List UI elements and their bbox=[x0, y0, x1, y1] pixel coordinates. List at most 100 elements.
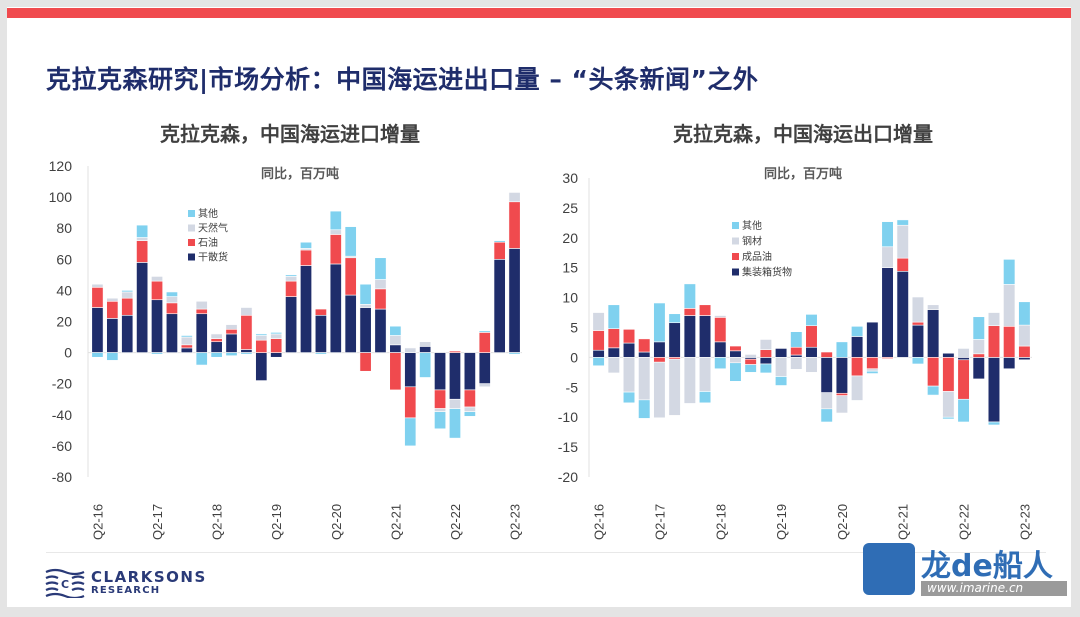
bar-segment bbox=[1003, 259, 1016, 285]
bar-segment bbox=[151, 280, 163, 301]
bar-segment bbox=[775, 357, 788, 377]
bar-segment bbox=[255, 333, 268, 336]
slide-background bbox=[7, 7, 1071, 607]
bar-segment bbox=[972, 353, 985, 358]
bar-segment bbox=[1003, 284, 1016, 327]
bar-segment bbox=[638, 351, 651, 358]
bar-segment bbox=[463, 406, 476, 412]
legend-swatch bbox=[732, 253, 739, 260]
bar-segment bbox=[622, 391, 636, 404]
bar-segment bbox=[434, 352, 447, 391]
bar-segment bbox=[314, 352, 327, 355]
bar-segment bbox=[607, 347, 620, 358]
bar-segment bbox=[195, 308, 208, 315]
bar-segment bbox=[653, 361, 666, 419]
watermark-brand: 龙de船人 bbox=[921, 549, 1053, 584]
y-tick-label: 60 bbox=[56, 251, 72, 267]
bar-segment bbox=[714, 315, 727, 318]
bar-segment bbox=[820, 357, 833, 393]
bar-segment bbox=[434, 411, 447, 430]
bar-segment bbox=[759, 363, 772, 374]
bar-segment bbox=[210, 352, 223, 358]
bar-segment bbox=[729, 357, 742, 364]
bar-segment bbox=[729, 350, 742, 358]
legend-label: 干散货 bbox=[198, 251, 228, 264]
bar-segment bbox=[478, 330, 491, 333]
bar-segment bbox=[1018, 301, 1031, 326]
bar-segment bbox=[195, 352, 208, 366]
bar-segment bbox=[434, 389, 447, 409]
bar-segment bbox=[759, 357, 772, 365]
bar-segment bbox=[121, 314, 134, 353]
bar-segment bbox=[165, 291, 178, 297]
y-tick-label: 30 bbox=[562, 170, 578, 186]
bar-segment bbox=[987, 357, 1001, 423]
bar-segment bbox=[329, 234, 342, 265]
logo-subtext: RESEARCH bbox=[91, 585, 161, 596]
x-tick-label: Q2-22 bbox=[957, 504, 972, 540]
bar-segment bbox=[195, 300, 208, 310]
bar-segment bbox=[790, 354, 803, 358]
bar-segment bbox=[668, 358, 681, 416]
bar-segment bbox=[1018, 324, 1031, 347]
bar-segment bbox=[344, 294, 357, 353]
bar-segment bbox=[151, 352, 163, 355]
bar-segment bbox=[136, 240, 149, 263]
bar-segment bbox=[240, 352, 253, 355]
legend-swatch bbox=[732, 237, 739, 245]
bar-segment bbox=[911, 324, 925, 358]
bar-segment bbox=[927, 309, 940, 358]
bar-segment bbox=[508, 192, 521, 203]
bar-segment bbox=[835, 395, 848, 414]
y-tick-label: -10 bbox=[558, 409, 578, 425]
bar-segment bbox=[638, 399, 651, 419]
bar-segment bbox=[419, 341, 432, 347]
x-tick-label: Q2-16 bbox=[90, 504, 105, 540]
bar-segment bbox=[805, 314, 818, 327]
y-tick-label: -15 bbox=[558, 439, 578, 455]
y-tick-label: 0 bbox=[570, 349, 578, 365]
x-tick-label: Q2-18 bbox=[210, 504, 225, 540]
bar-segment bbox=[106, 297, 119, 302]
bar-segment bbox=[851, 375, 864, 401]
bar-segment bbox=[759, 349, 772, 358]
bar-segment bbox=[255, 339, 268, 353]
bar-segment bbox=[463, 411, 476, 417]
bar-segment bbox=[683, 357, 696, 404]
bar-segment bbox=[151, 299, 163, 353]
bar-segment bbox=[449, 408, 461, 439]
bar-segment bbox=[835, 357, 848, 394]
bar-segment bbox=[638, 357, 651, 401]
legend-label: 钢材 bbox=[742, 235, 762, 248]
bar-segment bbox=[300, 265, 312, 353]
bar-segment bbox=[225, 328, 238, 335]
bar-segment bbox=[820, 408, 833, 423]
bar-segment bbox=[607, 357, 620, 374]
bar-segment bbox=[270, 333, 283, 339]
chart-subtitle: 同比，百万吨 bbox=[764, 166, 842, 182]
y-tick-label: 25 bbox=[562, 200, 578, 216]
bar-segment bbox=[820, 351, 833, 358]
y-tick-label: -40 bbox=[52, 407, 72, 423]
bar-segment bbox=[285, 296, 298, 353]
bar-segment bbox=[881, 221, 894, 248]
bar-segment bbox=[463, 352, 476, 391]
bar-segment bbox=[790, 346, 803, 356]
bar-segment bbox=[942, 352, 955, 358]
legend-label: 成品油 bbox=[742, 250, 772, 263]
x-tick-label: Q2-21 bbox=[896, 504, 911, 540]
bar-segment bbox=[896, 219, 909, 226]
bar-segment bbox=[91, 283, 104, 288]
bar-segment bbox=[180, 335, 193, 338]
footer-divider bbox=[46, 552, 1046, 553]
bar-segment bbox=[374, 279, 387, 290]
bar-segment bbox=[1003, 357, 1016, 370]
bar-segment bbox=[463, 389, 476, 408]
bar-segment bbox=[942, 391, 955, 418]
bar-segment bbox=[344, 226, 357, 257]
bar-segment bbox=[653, 302, 666, 343]
legend-swatch bbox=[732, 222, 739, 229]
bar-segment bbox=[607, 328, 620, 349]
y-tick-label: -60 bbox=[52, 438, 72, 454]
